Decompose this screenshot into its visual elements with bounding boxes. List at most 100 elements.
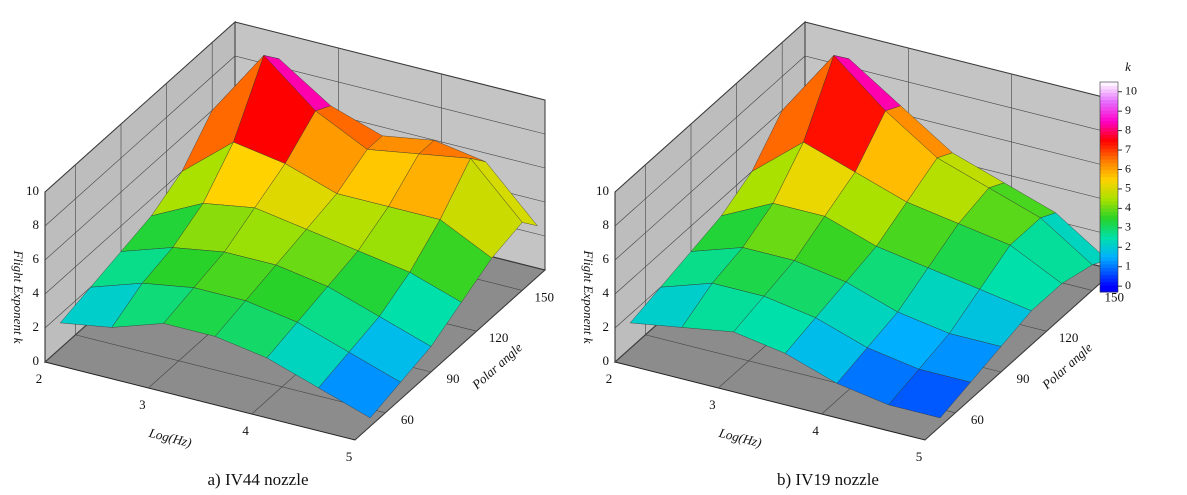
z-tick-label: 0	[603, 353, 610, 368]
z-tick-label: 8	[603, 217, 610, 232]
z-tick-label: 2	[603, 319, 610, 334]
x-axis-title: Log(Hz)	[717, 425, 764, 450]
colorbar-segment	[1100, 204, 1118, 209]
x-tick-label: 5	[916, 449, 923, 464]
colorbar-tick-label: 3	[1125, 220, 1131, 234]
colorbar-tick-label: 6	[1125, 161, 1131, 175]
colorbar-segment	[1100, 197, 1118, 202]
colorbar-segment	[1100, 155, 1118, 160]
colorbar-segment	[1100, 124, 1118, 128]
colorbar-segment	[1100, 190, 1118, 195]
x-tick-label: 5	[346, 449, 353, 464]
y-axis-title: Polar angle	[1038, 340, 1095, 393]
colorbar-tick-label: 0	[1125, 278, 1131, 292]
colorbar-segment	[1100, 110, 1118, 114]
x-tick-label: 3	[709, 397, 716, 412]
y-tick-label: 150	[534, 289, 554, 304]
colorbar-segment	[1100, 117, 1118, 121]
colorbar-tick-label: 1	[1125, 258, 1131, 272]
colorbar-segment	[1100, 271, 1118, 275]
y-tick-label: 150	[1104, 289, 1124, 304]
colorbar-tick-label: 8	[1125, 122, 1131, 136]
colorbar-segment	[1100, 127, 1118, 132]
colorbar-segment	[1100, 134, 1118, 139]
colorbar-segment	[1100, 208, 1118, 212]
colorbar-segment	[1100, 225, 1118, 230]
z-tick-label: 8	[33, 217, 40, 232]
y-tick-label: 90	[1017, 371, 1030, 386]
colorbar-tick-label: 4	[1125, 200, 1131, 214]
y-tick-label: 120	[489, 330, 509, 345]
colorbar-segment	[1100, 138, 1118, 142]
colorbar-segment	[1100, 250, 1118, 254]
y-axis-title: Polar angle	[468, 340, 525, 393]
z-tick-label: 6	[33, 251, 40, 266]
colorbar-tick-label: 7	[1125, 142, 1131, 156]
x-tick-label: 4	[812, 423, 819, 438]
colorbar-segment	[1100, 246, 1118, 251]
z-tick-label: 4	[33, 285, 40, 300]
colorbar-segment	[1100, 264, 1118, 268]
colorbar-segment	[1100, 106, 1118, 111]
z-axis-title: Flight Exponent k	[581, 249, 596, 343]
colorbar-segment	[1100, 278, 1118, 282]
colorbar-segment	[1100, 131, 1118, 135]
colorbar-segment	[1100, 103, 1118, 107]
z-tick-label: 10	[26, 183, 39, 198]
colorbar-segment	[1100, 173, 1118, 177]
colorbar-segment	[1100, 92, 1118, 97]
z-tick-label: 0	[33, 353, 40, 368]
colorbar-segment	[1100, 120, 1118, 125]
colorbar-segment	[1100, 113, 1118, 118]
surface-cell	[888, 368, 971, 419]
surface-cell	[318, 351, 401, 419]
colorbar-segment	[1100, 99, 1118, 104]
colorbar-segment	[1100, 183, 1118, 188]
colorbar-tick-label: 5	[1125, 181, 1131, 195]
colorbar-segment	[1100, 148, 1118, 153]
z-tick-label: 10	[596, 183, 609, 198]
colorbar-segment	[1100, 145, 1118, 149]
colorbar-segment	[1100, 229, 1118, 233]
colorbar-segment	[1100, 260, 1118, 265]
colorbar-segment	[1100, 201, 1118, 205]
colorbar-segment	[1100, 218, 1118, 223]
colorbar-segment	[1100, 222, 1118, 226]
colorbar-segment	[1100, 288, 1118, 293]
colorbar-tick-label: 9	[1125, 103, 1131, 117]
grid-line	[75, 164, 386, 414]
caption: b) IV19 nozzle	[777, 470, 879, 489]
z-tick-label: 4	[603, 285, 610, 300]
colorbar-frame	[1099, 81, 1119, 293]
colorbar-segment	[1100, 169, 1118, 174]
colorbar-segment	[1100, 96, 1118, 100]
colorbar-tick-label: 2	[1125, 239, 1131, 253]
x-tick-label: 2	[606, 371, 613, 386]
colorbar-tick-label: 10	[1125, 83, 1137, 97]
colorbar-segment	[1100, 187, 1118, 191]
z-axis-title: Flight Exponent k	[11, 249, 26, 343]
colorbar-segment	[1100, 194, 1118, 198]
colorbar-segment	[1100, 82, 1118, 86]
colorbar-segment	[1100, 211, 1118, 216]
x-tick-label: 2	[36, 371, 43, 386]
z-tick-label: 6	[603, 251, 610, 266]
colorbar-segment	[1100, 267, 1118, 272]
colorbar-segment	[1100, 253, 1118, 258]
y-tick-label: 90	[447, 371, 460, 386]
colorbar-segment	[1100, 285, 1118, 289]
x-tick-label: 3	[139, 397, 146, 412]
colorbar-segment	[1100, 89, 1118, 93]
colorbar-segment	[1100, 159, 1118, 163]
y-tick-label: 60	[971, 412, 984, 427]
z-tick-label: 2	[33, 319, 40, 334]
colorbar-segment	[1100, 180, 1118, 184]
colorbar-segment	[1100, 176, 1118, 181]
colorbar-segment	[1100, 281, 1118, 286]
colorbar-segment	[1100, 243, 1118, 247]
y-tick-label: 120	[1059, 330, 1079, 345]
colorbar-segment	[1100, 215, 1118, 219]
colorbar-segment	[1100, 85, 1118, 90]
colorbar-segment	[1100, 162, 1118, 167]
